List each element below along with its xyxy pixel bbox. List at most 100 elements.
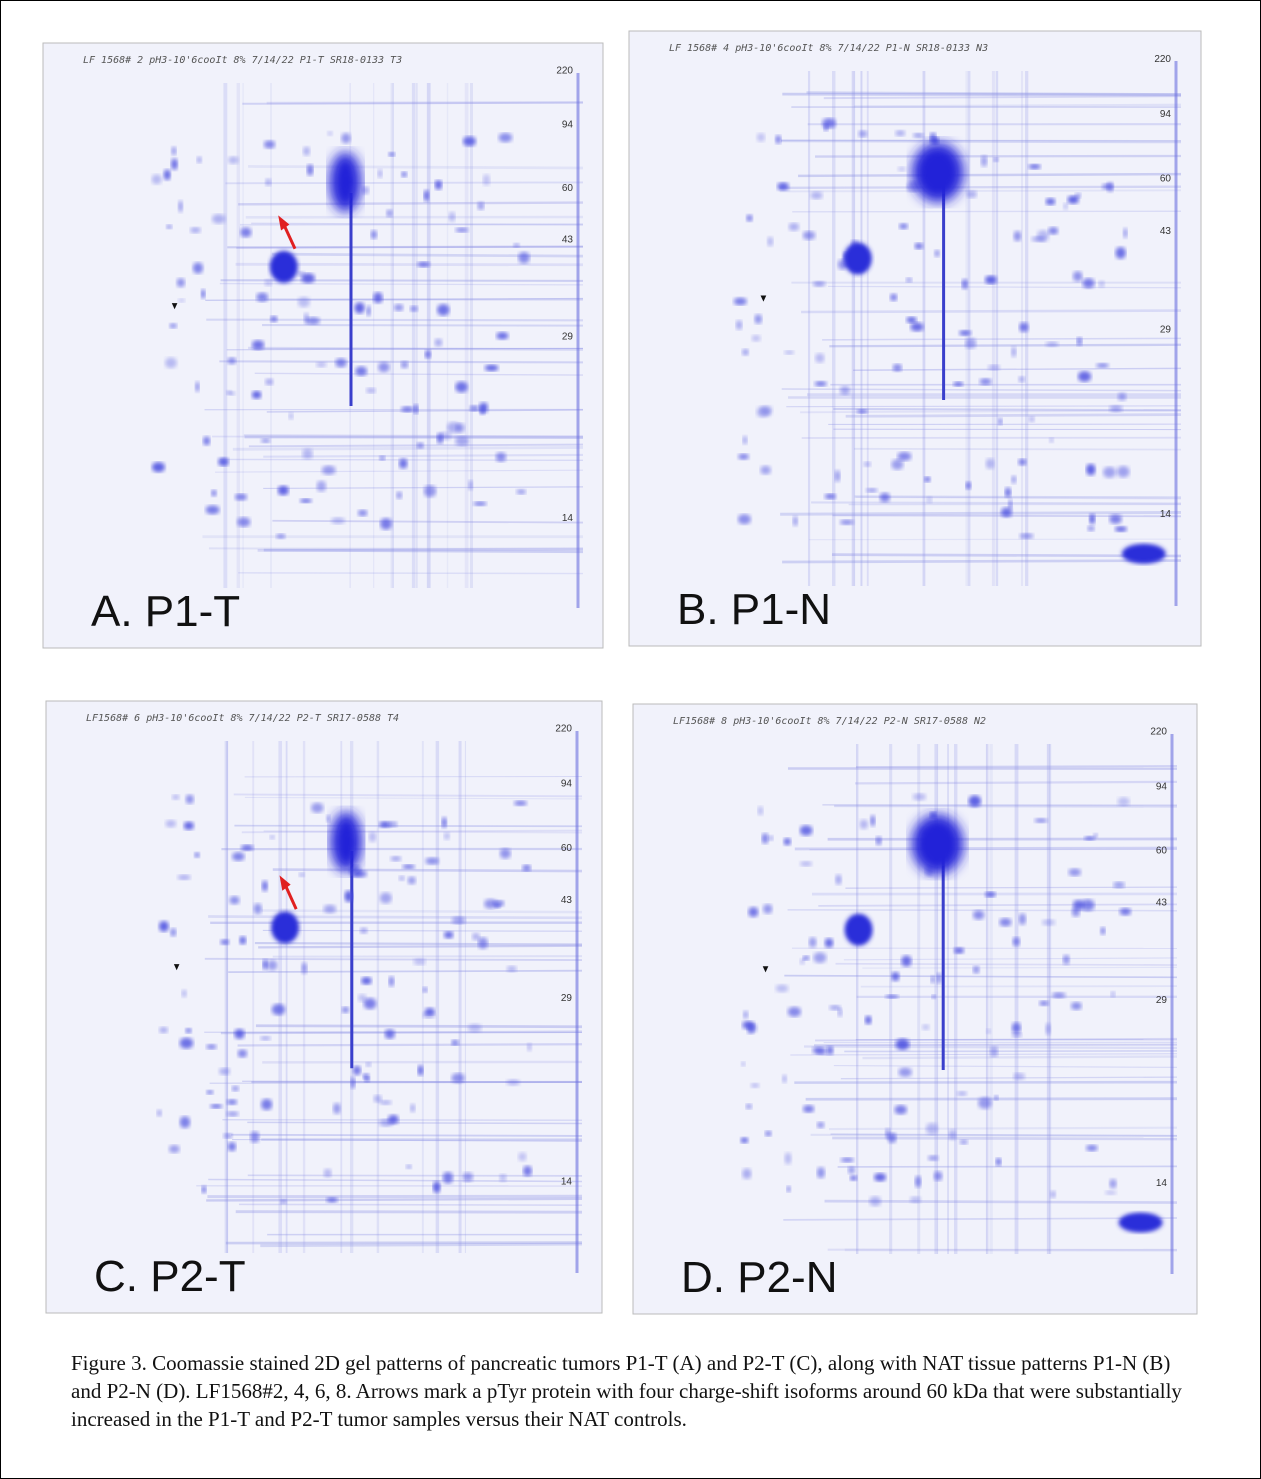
protein-spot [240,844,254,851]
protein-spot [1045,198,1056,206]
gel-streak [261,909,583,914]
protein-spot [999,917,1012,927]
protein-spot [370,230,377,240]
protein-spot [468,480,473,491]
gel-streak [815,154,1182,158]
gel-streak [206,318,584,322]
protein-spot [1034,818,1048,823]
protein-spot [895,1038,910,1051]
protein-spot [265,178,272,186]
protein-spot [409,306,418,312]
protein-spot [527,1043,532,1052]
protein-spot [205,505,220,515]
protein-spot [777,182,789,191]
arrow-head [278,215,290,231]
protein-spot [1102,183,1114,190]
protein-spot [443,931,454,939]
gel-panel: LF1568# 8 pH3-10'6cooIt 8% 7/14/22 P2-N … [632,703,1198,1315]
protein-spot [373,292,383,304]
gel-streak [232,446,584,451]
protein-spot [358,993,367,1002]
protein-spot [742,435,748,445]
protein-spot [933,1171,943,1181]
protein-spot [250,1131,260,1143]
protein-spot [413,404,419,414]
protein-spot [496,332,509,340]
protein-spot [814,381,827,387]
protein-spot [1123,227,1128,239]
protein-spot [829,1005,841,1011]
protein-spot [192,262,204,274]
protein-spot [824,938,834,948]
protein-spot [159,1027,168,1034]
panel-label: B. P1-N [677,585,831,634]
protein-spot [455,436,469,446]
gel-streak [254,372,584,376]
gel-header: LF1568# 8 pH3-10'6cooIt 8% 7/14/22 P2-N … [673,716,986,727]
protein-spot [353,870,367,878]
protein-spot [1077,371,1092,382]
gel-streak [837,1165,1178,1168]
mw-marker: 94 [562,120,574,131]
gel-header: LF1568# 6 pH3-10'6cooIt 8% 7/14/22 P2-T … [86,713,399,724]
protein-spot [352,1065,362,1076]
protein-spot [762,904,773,914]
protein-spot [499,1173,507,1182]
protein-spot [894,1104,907,1115]
protein-spot [185,794,194,804]
gel-panel: LF 1568# 2 pH3-10'6cooIt 8% 7/14/22 P1-T… [42,42,604,649]
protein-spot [518,1152,527,1162]
protein-spot [757,806,764,816]
gel-streak [818,903,1178,907]
gel-streak [208,1178,583,1183]
gel-streak [854,495,1182,499]
gel-streak [206,1197,583,1202]
protein-spot [228,156,239,164]
gel-streak [248,165,584,170]
protein-spot [378,361,390,373]
protein-spot [306,164,314,176]
protein-spot [813,952,827,964]
protein-spot [768,835,774,841]
protein-spot [323,904,337,914]
protein-spot [887,1132,897,1144]
protein-spot [498,132,513,143]
gel-panel: LF 1568# 4 pH3-10'6cooIt 8% 7/14/22 P1-N… [628,30,1202,647]
protein-spot [422,987,428,993]
gel-streak [271,252,584,258]
protein-spot [360,927,368,934]
protein-spot [1037,230,1050,242]
protein-spot [1028,164,1041,170]
gel-streak [219,282,584,286]
protein-spot [1008,499,1013,510]
protein-spot [1000,507,1013,518]
gel-streak [263,830,583,834]
gel-streak [843,957,1178,961]
gel-streak [814,1043,1178,1047]
protein-spot [260,438,271,443]
protein-spot [388,152,396,157]
gel-streak [235,1210,583,1214]
protein-spot [914,242,924,250]
protein-spot [469,405,480,412]
protein-spot [910,322,924,332]
protein-spot [302,448,313,459]
protein-spot [972,965,980,974]
protein-spot [306,317,320,325]
protein-spot [864,1015,872,1025]
protein-spot [223,1133,233,1139]
gel-streak [263,486,584,490]
protein-spot [506,1079,520,1086]
gel-streak [824,1199,1178,1204]
protein-spot [738,453,750,460]
protein-spot [985,458,995,470]
protein-spot [220,939,230,945]
protein-spot [837,1008,843,1017]
protein-spot [269,835,275,840]
protein-spot [1045,341,1059,347]
protein-spot [850,1175,858,1181]
gel-streak [835,962,1178,966]
protein-spot [1104,1190,1117,1195]
protein-spot [1096,363,1109,368]
gel-streak [244,796,583,800]
